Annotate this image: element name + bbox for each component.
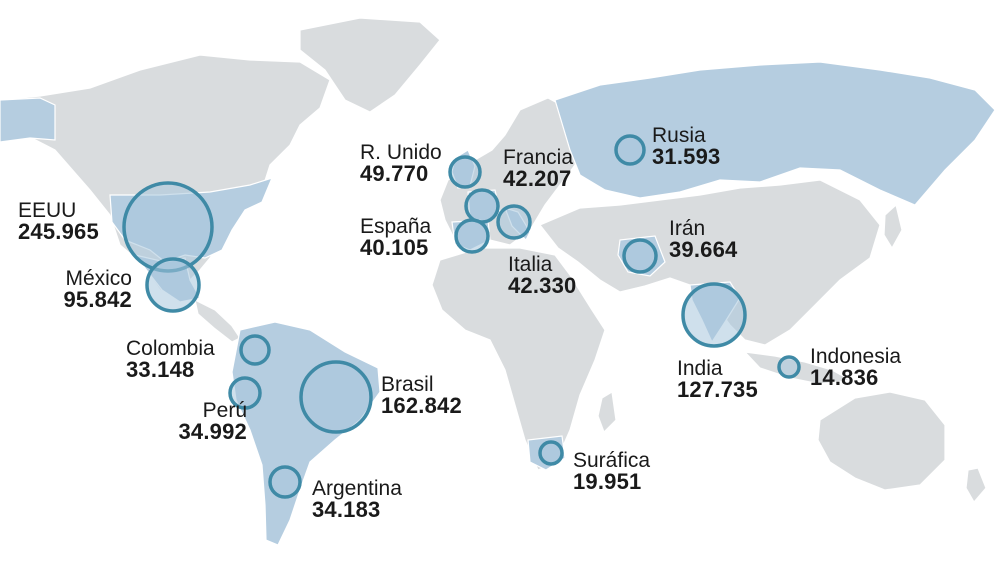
country-value: 127.735 bbox=[677, 377, 758, 403]
country-name: España bbox=[360, 215, 432, 238]
country-value: 39.664 bbox=[669, 237, 738, 263]
country-name: Colombia bbox=[126, 337, 215, 360]
land-new-zealand bbox=[965, 467, 987, 504]
bubble-rusia bbox=[614, 134, 646, 166]
bubble-iran bbox=[622, 238, 658, 274]
label-india: India 127.735 bbox=[677, 358, 758, 402]
label-reino-unido: R. Unido 49.770 bbox=[360, 142, 442, 186]
bubble-brasil bbox=[299, 360, 373, 434]
country-name: Argentina bbox=[312, 477, 402, 500]
land-madagascar bbox=[597, 391, 617, 434]
land-asia bbox=[539, 179, 881, 346]
bubble-peru bbox=[228, 376, 262, 410]
label-indonesia: Indonesia 14.836 bbox=[810, 346, 901, 390]
label-italia: Italia 42.330 bbox=[508, 254, 577, 298]
label-mexico: México 95.842 bbox=[40, 267, 133, 313]
label-surafrica: Suráfica 19.951 bbox=[573, 450, 650, 494]
land-russia bbox=[554, 61, 996, 206]
land-greenland bbox=[299, 17, 441, 113]
country-value: 95.842 bbox=[63, 287, 132, 313]
bubble-espana bbox=[454, 218, 490, 254]
country-name: Brasil bbox=[381, 373, 434, 396]
label-espana: España 40.105 bbox=[360, 216, 431, 260]
country-name: Francia bbox=[503, 146, 574, 169]
bubble-francia bbox=[464, 188, 500, 224]
country-name: EEUU bbox=[18, 199, 77, 222]
label-peru: Perú 34.992 bbox=[150, 399, 248, 445]
bubble-italia bbox=[496, 204, 532, 240]
country-name: Rusia bbox=[652, 124, 706, 147]
country-value: 162.842 bbox=[381, 393, 462, 419]
country-value: 42.330 bbox=[508, 273, 577, 299]
country-value: 34.992 bbox=[178, 419, 247, 445]
land-central-america bbox=[194, 298, 241, 343]
country-name: Irán bbox=[669, 217, 706, 240]
label-eeuu: EEUU 245.965 bbox=[18, 200, 99, 244]
bubble-layer bbox=[122, 134, 801, 499]
bubble-surafrica bbox=[538, 440, 564, 466]
country-value: 14.836 bbox=[810, 365, 879, 391]
country-value: 31.593 bbox=[652, 144, 721, 170]
country-value: 42.207 bbox=[503, 166, 572, 192]
country-value: 19.951 bbox=[573, 469, 642, 495]
country-name: India bbox=[677, 357, 723, 380]
land-alaska bbox=[0, 97, 56, 143]
bubble-colombia bbox=[239, 334, 271, 366]
country-value: 245.965 bbox=[18, 219, 99, 245]
country-value: 49.770 bbox=[360, 161, 429, 187]
bubble-india bbox=[681, 282, 747, 348]
country-value: 40.105 bbox=[360, 235, 429, 261]
label-colombia: Colombia 33.148 bbox=[126, 338, 215, 382]
label-rusia: Rusia 31.593 bbox=[652, 125, 721, 169]
country-name: Indonesia bbox=[810, 345, 902, 368]
country-value: 33.148 bbox=[126, 357, 195, 383]
label-iran: Irán 39.664 bbox=[669, 218, 738, 262]
land-japan bbox=[883, 203, 903, 250]
bubble-argentina bbox=[268, 465, 302, 499]
bubble-reino-unido bbox=[448, 155, 482, 189]
bubble-mexico bbox=[145, 257, 201, 313]
country-value: 34.183 bbox=[312, 497, 381, 523]
country-name: Perú bbox=[202, 399, 247, 422]
country-name: México bbox=[65, 267, 132, 290]
bubble-indonesia bbox=[777, 355, 801, 379]
label-francia: Francia 42.207 bbox=[503, 147, 573, 191]
country-name: Suráfica bbox=[573, 449, 651, 472]
land-australia bbox=[817, 391, 946, 491]
country-name: R. Unido bbox=[360, 141, 442, 164]
label-brasil: Brasil 162.842 bbox=[381, 374, 462, 418]
country-name: Italia bbox=[508, 253, 553, 276]
label-argentina: Argentina 34.183 bbox=[312, 478, 402, 522]
